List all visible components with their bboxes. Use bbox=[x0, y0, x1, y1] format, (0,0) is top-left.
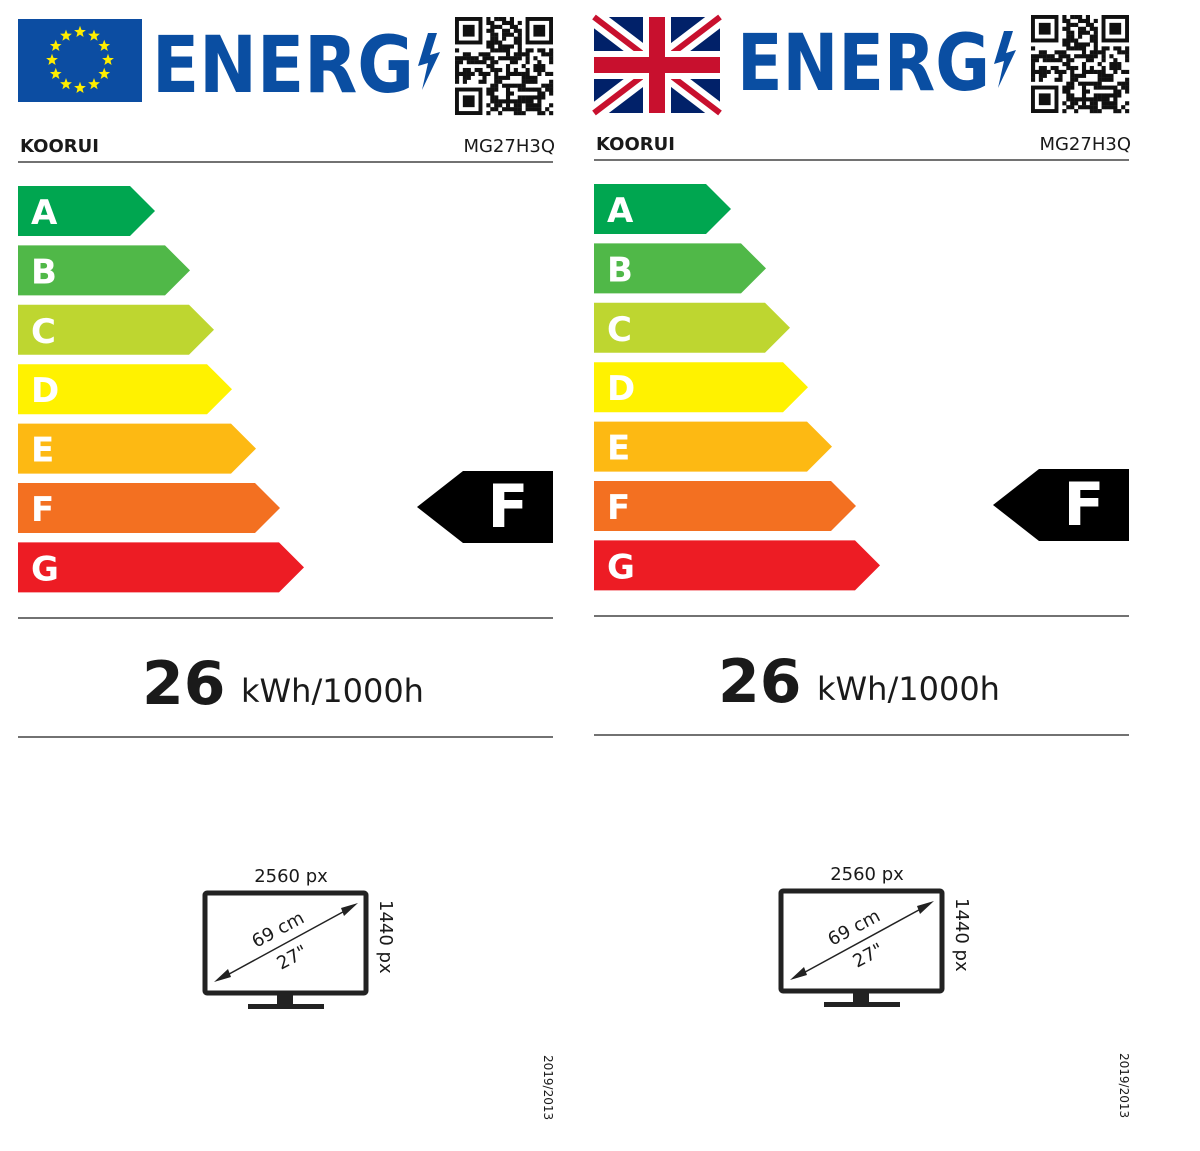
model-identifier: MG27H3Q bbox=[463, 136, 555, 157]
svg-text:G: G bbox=[31, 549, 59, 589]
energy-class-e: E bbox=[18, 423, 256, 474]
svg-text:E: E bbox=[31, 431, 54, 471]
svg-text:D: D bbox=[31, 371, 59, 411]
energy-class-c: C bbox=[18, 304, 214, 355]
resolution-height: 1440 px bbox=[375, 900, 396, 974]
energy-consumption-value: 26 bbox=[718, 647, 802, 717]
qr-code-icon[interactable] bbox=[454, 16, 554, 116]
energy-logo-text: ENERG bbox=[737, 19, 990, 109]
energy-class-c: C bbox=[594, 302, 790, 353]
rating-indicator: F bbox=[417, 471, 553, 543]
svg-text:C: C bbox=[31, 312, 56, 352]
energy-class-b: B bbox=[18, 245, 190, 296]
monitor-icon bbox=[778, 888, 945, 1007]
energy-class-f: F bbox=[18, 483, 280, 533]
svg-text:B: B bbox=[31, 252, 57, 292]
uk-flag bbox=[588, 9, 726, 121]
svg-text:F: F bbox=[488, 472, 529, 542]
resolution-width: 2560 px bbox=[254, 866, 328, 887]
energy-class-e: E bbox=[594, 421, 832, 472]
energy-class-d: D bbox=[18, 364, 232, 415]
svg-text:G: G bbox=[607, 547, 635, 587]
svg-text:E: E bbox=[607, 429, 630, 469]
lightning-bolt-icon bbox=[994, 31, 1016, 88]
energy-class-a: A bbox=[594, 184, 731, 234]
regulation-number: 2019/2013 bbox=[1117, 1053, 1131, 1118]
svg-text:F: F bbox=[607, 488, 630, 528]
energy-class-b: B bbox=[594, 243, 766, 294]
energy-class-f: F bbox=[594, 481, 856, 531]
energy-logo-text: ENERG bbox=[152, 21, 414, 111]
supplier-name: KOORUI bbox=[596, 134, 675, 155]
regulation-number: 2019/2013 bbox=[541, 1055, 555, 1120]
svg-text:C: C bbox=[607, 310, 632, 350]
svg-text:D: D bbox=[607, 369, 635, 409]
rating-indicator: F bbox=[993, 469, 1129, 541]
energy-consumption-value: 26 bbox=[142, 649, 226, 719]
resolution-width: 2560 px bbox=[830, 864, 904, 885]
svg-text:F: F bbox=[31, 490, 54, 530]
supplier-name: KOORUI bbox=[20, 136, 99, 157]
energy-class-d: D bbox=[594, 362, 808, 413]
qr-code-icon[interactable] bbox=[1030, 14, 1130, 114]
energy-consumption-unit: kWh/1000h bbox=[241, 672, 424, 710]
svg-text:B: B bbox=[607, 250, 633, 290]
svg-text:A: A bbox=[31, 193, 58, 233]
energy-class-g: G bbox=[18, 542, 304, 593]
energy-label-uk: ENERG KOORUI MG27H3Q A B C D E F G F 26 kWh/1000h 256… bbox=[576, 0, 1152, 1149]
svg-text:F: F bbox=[1064, 470, 1105, 540]
monitor-icon bbox=[202, 890, 369, 1009]
lightning-bolt-icon bbox=[418, 33, 440, 90]
model-identifier: MG27H3Q bbox=[1039, 134, 1131, 155]
energy-class-g: G bbox=[594, 540, 880, 591]
energy-consumption-unit: kWh/1000h bbox=[817, 670, 1000, 708]
energy-label-eu: ENERG KOORUI MG27H3Q A B C D E F G F 26 kWh/1000h 256… bbox=[0, 0, 576, 1151]
resolution-height: 1440 px bbox=[951, 898, 972, 972]
eu-flag bbox=[18, 19, 142, 102]
energy-class-a: A bbox=[18, 186, 155, 236]
svg-text:A: A bbox=[607, 191, 634, 231]
